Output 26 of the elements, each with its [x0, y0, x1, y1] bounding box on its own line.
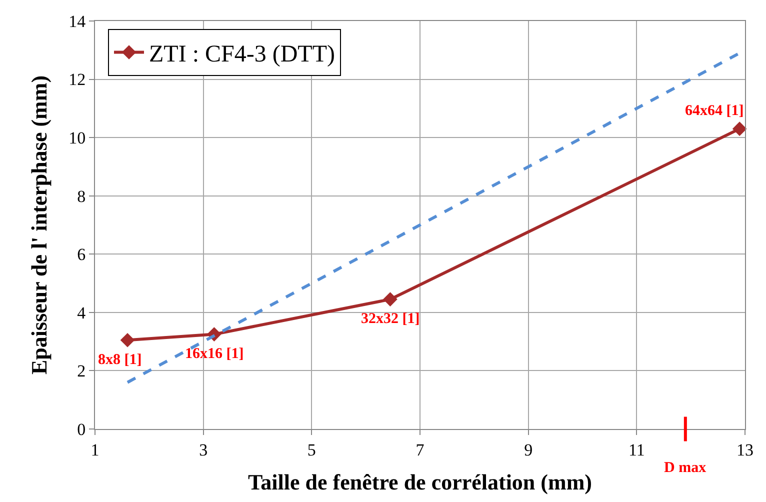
- y-tick-label: 10: [68, 128, 86, 148]
- annotation: 32x32 [1]: [361, 311, 420, 327]
- x-tick-label: 13: [736, 440, 754, 460]
- point: [383, 292, 398, 306]
- y-tick-label: 4: [77, 303, 86, 322]
- x-tick-label: 11: [628, 440, 645, 460]
- y-tick-label: 6: [77, 245, 86, 264]
- x-tick-label: 3: [199, 440, 208, 460]
- x-tick-label: 1: [90, 440, 100, 460]
- x-tick-label: 9: [524, 440, 533, 460]
- annotation: 8x8 [1]: [98, 352, 142, 368]
- annotation: 64x64 [1]: [685, 103, 744, 119]
- x-tick-label: 7: [416, 440, 425, 460]
- x-axis-title: Taille de fenêtre de corrélation (mm): [248, 469, 592, 494]
- y-tick-label: 0: [77, 420, 86, 439]
- legend-label: ZTI : CF4-3 (DTT): [149, 42, 335, 68]
- y-tick-label: 2: [77, 362, 86, 381]
- y-axis-title: Epaisseur de l' interphase (mm): [26, 75, 52, 375]
- point: [732, 122, 747, 136]
- y-tick-label: 14: [68, 12, 86, 31]
- x-tick-label: 5: [307, 440, 316, 460]
- y-tick-label: 12: [68, 70, 86, 90]
- annotation: 16x16 [1]: [185, 346, 244, 362]
- point: [120, 332, 135, 348]
- ref-line-label: D max: [664, 460, 707, 476]
- y-tick-label: 8: [77, 186, 86, 206]
